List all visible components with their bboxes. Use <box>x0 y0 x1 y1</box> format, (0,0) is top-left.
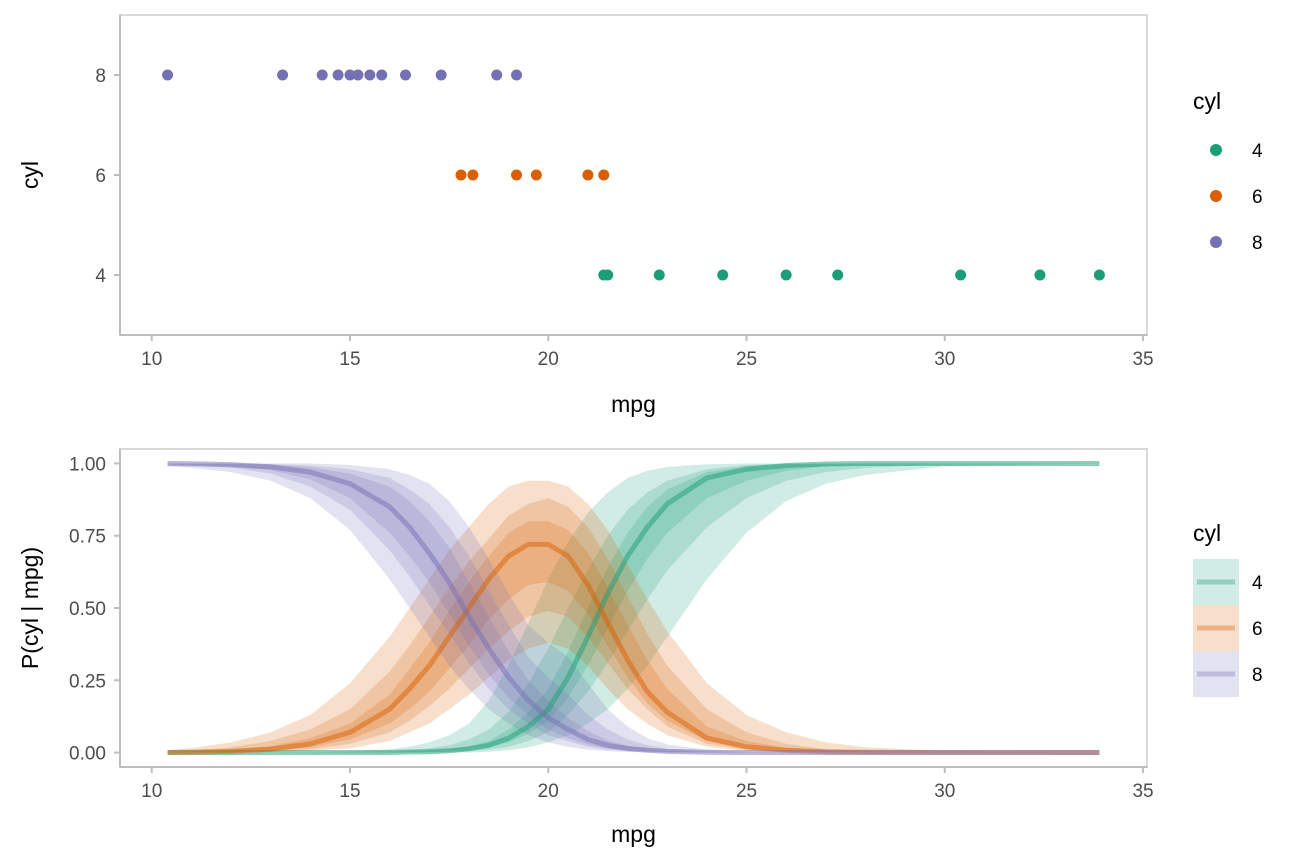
bottom-x-tick-label: 35 <box>1132 781 1153 802</box>
top-legend: cyl 4 6 8 <box>1193 88 1263 254</box>
cyl-vs-mpg-scatter-panel: 4 6 8 10 15 20 25 30 35 mpg cyl cyl 4 6 8 <box>17 14 1263 417</box>
scatter-point-cyl-8 <box>332 69 344 81</box>
top-plot-frame <box>119 14 1148 336</box>
interval-band-cyl-8 <box>167 463 1100 753</box>
bottom-legend-key-6 <box>1193 605 1239 651</box>
scatter-point-cyl-4 <box>780 269 792 281</box>
top-x-tick-label: 20 <box>538 349 559 370</box>
scatter-point-cyl-8 <box>376 69 388 81</box>
scatter-point-cyl-4 <box>653 269 665 281</box>
scatter-point-cyl-4 <box>832 269 844 281</box>
top-x-axis-title: mpg <box>611 391 656 417</box>
bottom-legend-label-6: 6 <box>1252 619 1263 640</box>
bottom-x-axis-title: mpg <box>611 821 656 847</box>
bottom-legend-key-8 <box>1193 651 1239 697</box>
probability-panel: 0.00 0.25 0.50 0.75 1.00 10 15 20 25 30 35 mpg P(… <box>17 448 1263 847</box>
scatter-point-cyl-8 <box>491 69 503 81</box>
top-y-tick-label: 8 <box>95 66 106 87</box>
bottom-legend-label-4: 4 <box>1252 573 1263 594</box>
top-y-tick-label: 4 <box>95 266 106 287</box>
bottom-x-tick-label: 30 <box>934 781 955 802</box>
bottom-legend-key-4 <box>1193 559 1239 605</box>
scatter-point-cyl-8 <box>316 69 328 81</box>
bottom-y-tick-label: 1.00 <box>69 454 106 475</box>
scatter-point-cyl-6 <box>511 169 523 181</box>
scatter-point-cyl-6 <box>467 169 479 181</box>
scatter-point-cyl-4 <box>717 269 729 281</box>
scatter-point-cyl-8 <box>435 69 447 81</box>
top-x-tick-label: 15 <box>339 349 360 370</box>
bottom-y-tick-label: 0.75 <box>69 527 106 548</box>
scatter-point-cyl-8 <box>344 69 356 81</box>
top-legend-label-4: 4 <box>1252 141 1263 162</box>
bottom-y-axis-title: P(cyl | mpg) <box>17 547 43 669</box>
scatter-point-cyl-8 <box>277 69 289 81</box>
scatter-point-cyl-4 <box>1093 269 1105 281</box>
top-legend-key-6 <box>1210 190 1222 202</box>
interval-band-cyl-8 <box>167 463 1100 753</box>
scatter-point-cyl-8 <box>364 69 376 81</box>
bottom-x-tick-label: 15 <box>339 781 360 802</box>
top-x-tick-label: 35 <box>1132 349 1153 370</box>
interval-band-cyl-6 <box>167 480 1100 753</box>
scatter-point-cyl-8 <box>399 69 411 81</box>
bottom-x-tick-label: 10 <box>141 781 162 802</box>
top-x-tick-label: 30 <box>934 349 955 370</box>
scatter-point-cyl-6 <box>530 169 542 181</box>
top-legend-label-6: 6 <box>1252 187 1263 208</box>
top-x-tick-label: 10 <box>141 349 162 370</box>
bottom-y-tick-label: 0.50 <box>69 599 106 620</box>
scatter-point-cyl-6 <box>598 169 610 181</box>
top-legend-label-8: 8 <box>1252 233 1263 254</box>
scatter-point-cyl-8 <box>162 69 174 81</box>
bottom-legend-title: cyl <box>1193 520 1221 546</box>
scatter-point-cyl-4 <box>602 269 614 281</box>
scatter-point-cyl-8 <box>511 69 523 81</box>
interval-band-cyl-4 <box>167 463 1100 753</box>
top-legend-key-8 <box>1210 236 1222 248</box>
interval-band-cyl-4 <box>167 463 1100 753</box>
scatter-point-cyl-8 <box>352 69 364 81</box>
scatter-point-cyl-6 <box>582 169 594 181</box>
interval-band-cyl-6 <box>167 498 1100 753</box>
bottom-y-tick-label: 0.25 <box>69 671 106 692</box>
median-line-cyl-6 <box>167 541 1100 755</box>
scatter-point-cyl-4 <box>1034 269 1046 281</box>
scatter-point-cyl-4 <box>955 269 967 281</box>
top-y-axis-title: cyl <box>17 161 43 189</box>
top-y-tick-label: 6 <box>95 166 106 187</box>
interval-band-cyl-8 <box>167 463 1100 753</box>
bottom-x-tick-label: 25 <box>736 781 757 802</box>
bottom-x-tick-label: 20 <box>538 781 559 802</box>
top-x-tick-label: 25 <box>736 349 757 370</box>
top-legend-key-4 <box>1210 144 1222 156</box>
bottom-y-tick-label: 0.00 <box>69 744 106 765</box>
top-legend-title: cyl <box>1193 88 1221 114</box>
bottom-legend: cyl 4 6 8 <box>1193 520 1263 697</box>
median-line-cyl-4 <box>167 461 1100 755</box>
scatter-point-cyl-6 <box>455 169 467 181</box>
bottom-legend-label-8: 8 <box>1252 665 1263 686</box>
median-line-cyl-8 <box>167 461 1100 755</box>
